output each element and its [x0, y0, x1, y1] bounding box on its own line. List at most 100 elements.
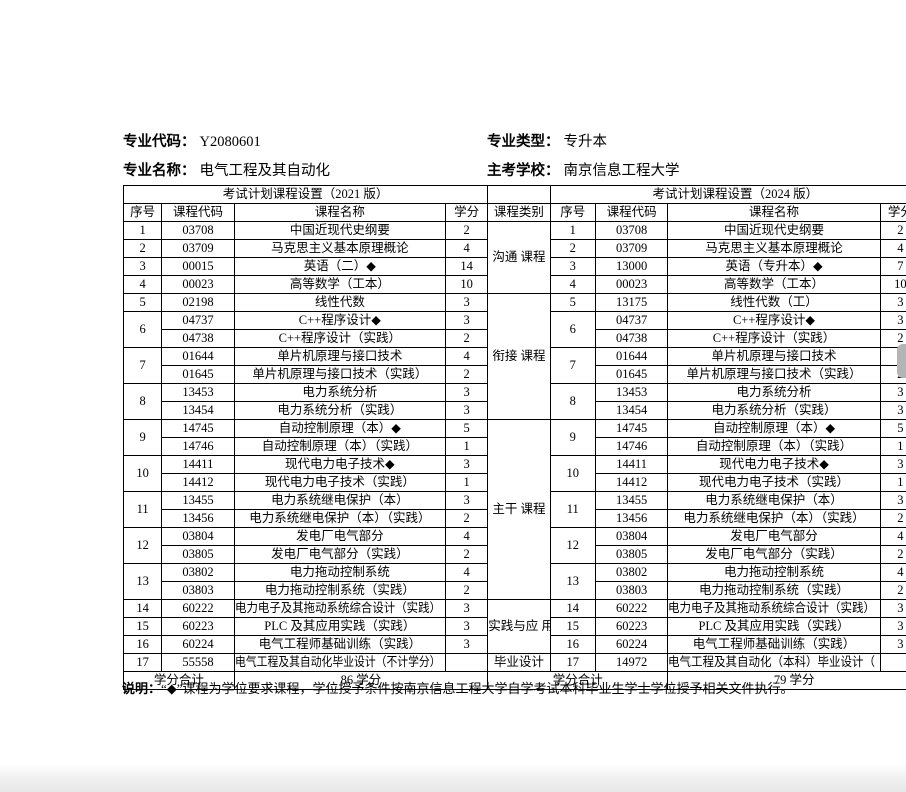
course-name-cell-right: 中国近现代史纲要 — [667, 221, 881, 240]
scrollbar-thumb[interactable] — [897, 344, 906, 378]
category-cell: 主干 课程 — [487, 419, 551, 600]
course-code-cell-right: 13456 — [594, 509, 669, 528]
total-value-left: 86 学分 — [233, 671, 489, 690]
seq-cell-right: 1 — [549, 221, 596, 240]
credit-cell-right: 3 — [879, 311, 906, 330]
course-name-cell-left: 现代电力电子技术（实践） — [233, 473, 446, 492]
credit-cell-right: 4 — [879, 527, 906, 546]
course-name-cell-right: 现代电力电子技术（实践） — [667, 473, 881, 492]
course-name-cell-right: 单片机原理与接口技术（实践） — [667, 365, 881, 384]
right-table-title: 考试计划课程设置（2024 版） — [549, 185, 906, 204]
course-name-cell-right: 自动控制原理（本）◆ — [667, 419, 881, 438]
course-name-cell-right: 马克思主义基本原理概论 — [667, 239, 881, 258]
major-type-field: 专业类型： 专升本 — [487, 130, 607, 151]
course-name-cell-left: 电气工程及其自动化毕业设计（不计学分） — [233, 653, 446, 672]
table-row: 12 03804 发电厂电气部分 4 12 03804 发电厂电气部分 4 — [122, 527, 906, 564]
table-row: 11 13455 电力系统继电保护（本） 3 11 13455 电力系统继电保护（本） 3 — [122, 491, 906, 528]
credit-cell-left: 4 — [444, 347, 489, 366]
course-name-cell-right: 自动控制原理（本）（实践） — [667, 437, 881, 456]
course-name-cell-right: PLC 及其应用实践（实践） — [667, 617, 881, 636]
credit-cell-right: 5 — [879, 419, 906, 438]
table-row: 9 14745 自动控制原理（本）◆ 5 主干 课程 9 14745 自动控制原理（本）◆ 5 — [122, 419, 906, 600]
course-code-cell-left: 13454 — [161, 401, 235, 420]
credit-cell-left: 2 — [444, 581, 489, 600]
credit-cell-left: 2 — [444, 365, 489, 384]
course-name-cell-left: 电气工程师基础训练（实践） — [233, 635, 446, 654]
seq-cell-right: 14 — [549, 599, 596, 618]
seq-cell-right: 16 — [549, 635, 596, 654]
course-code-cell-right: 03805 — [594, 545, 669, 564]
seq-cell-left: 15 — [122, 617, 163, 636]
course-name-cell-left: 高等数学（工本） — [233, 275, 446, 294]
credit-cell-left: 5 — [444, 419, 489, 438]
course-code-cell-right: 14411 — [594, 455, 669, 474]
course-code-cell-left: 04737 — [161, 311, 235, 330]
table-row: 2 03709 马克思主义基本原理概论 4 2 03709 马克思主义基本原理概论 4 — [122, 239, 906, 258]
seq-cell-right: 17 — [549, 653, 596, 672]
major-name-label: 专业名称： — [123, 163, 196, 179]
course-name-cell-left: 电力拖动控制系统（实践） — [233, 581, 446, 600]
credit-cell-right: 3 — [879, 401, 906, 420]
seq-cell-left: 10 — [122, 455, 163, 492]
course-code-cell-left: 03805 — [161, 545, 235, 564]
course-name-cell-right: 电力电子及其拖动系统综合设计（实践） — [667, 599, 881, 618]
seq-cell-left: 3 — [122, 257, 163, 276]
course-name-cell-left: 电力系统继电保护（本） — [233, 491, 446, 510]
course-code-cell-right: 03708 — [594, 221, 669, 240]
category-cell: 沟通 课程 — [487, 221, 551, 294]
credit-cell-left: 3 — [444, 455, 489, 474]
course-code-cell-left: 00023 — [161, 275, 235, 294]
course-name-cell-left: 电力电子及其拖动系统综合设计（实践） — [233, 599, 446, 618]
category-cell: 衔接 课程 — [487, 293, 551, 420]
seq-cell-left: 16 — [122, 635, 163, 654]
table-row: 13456 电力系统继电保护（本）（实践） 2 13456 电力系统继电保护（本）（实践… — [124, 509, 906, 528]
course-code-cell-right: 60222 — [594, 599, 669, 618]
course-code-cell-right: 13453 — [594, 383, 669, 402]
course-code-cell-left: 60222 — [161, 599, 235, 618]
table-row: 13 03802 电力拖动控制系统 4 13 03802 电力拖动控制系统 4 — [122, 563, 906, 600]
credit-cell-left: 4 — [444, 239, 489, 258]
course-code-cell-left: 02198 — [161, 293, 235, 312]
course-code-cell-left: 01644 — [161, 347, 235, 366]
seq-cell-left: 11 — [122, 491, 163, 528]
table-row: 16 60224 电气工程师基础训练（实践） 3 16 60224 电气工程师基础训练（实践… — [122, 635, 906, 654]
seq-cell-right: 10 — [549, 455, 596, 492]
credit-cell-left — [444, 653, 489, 672]
credit-cell-right: 2 — [879, 509, 906, 528]
seq-cell-left: 17 — [122, 653, 163, 672]
course-name-cell-left: 线性代数 — [233, 293, 446, 312]
col-header-credit-left: 学分 — [444, 203, 489, 222]
course-code-cell-left: 01645 — [161, 365, 235, 384]
course-name-cell-left: C++程序设计◆ — [233, 311, 446, 330]
col-header-code-right: 课程代码 — [594, 203, 669, 222]
course-name-cell-right: 高等数学（工本） — [667, 275, 881, 294]
seq-cell-left: 2 — [122, 239, 163, 258]
course-code-cell-right: 04738 — [594, 329, 669, 348]
course-code-cell-right: 14745 — [594, 419, 669, 438]
total-label-left: 学分合计 — [123, 671, 235, 690]
course-code-cell-right: 13455 — [594, 491, 669, 510]
course-plan-table: 考试计划课程设置（2021 版） 考试计划课程设置（2024 版） 序号 课程代… — [122, 185, 906, 690]
course-code-cell-right: 03804 — [594, 527, 669, 546]
course-code-cell-left: 13453 — [161, 383, 235, 402]
course-name-cell-left: 电力系统分析 — [233, 383, 446, 402]
credit-cell-right: 3 — [879, 491, 906, 510]
seq-cell-left: 14 — [122, 599, 163, 618]
course-code-cell-left: 60223 — [161, 617, 235, 636]
credit-cell-right: 1 — [879, 473, 906, 492]
course-code-cell-right: 14972 — [594, 653, 669, 672]
col-header-seq-left: 序号 — [122, 203, 163, 222]
table-row: 14746 自动控制原理（本）（实践） 1 14746 自动控制原理（本）（实践） 1 — [124, 437, 906, 456]
course-code-cell-right: 13454 — [594, 401, 669, 420]
course-name-cell-right: 电气工程师基础训练（实践） — [667, 635, 881, 654]
credit-cell-left: 2 — [444, 221, 489, 240]
credit-cell-right: 3 — [879, 617, 906, 636]
footnote: 说明：“◆”课程为学位要求课程，学位授予条件按南京信息工程大学自学考试本科毕业生… — [122, 678, 794, 697]
table-row: 17 55558 电气工程及其自动化毕业设计（不计学分） 毕业设计 17 14972 电气工… — [122, 653, 906, 672]
course-name-cell-right: 电气工程及其自动化（本科）毕业设计（ — [667, 653, 881, 672]
course-name-cell-left: 单片机原理与接口技术（实践） — [233, 365, 446, 384]
credit-cell-right: 4 — [879, 563, 906, 582]
course-code-cell-left: 03708 — [161, 221, 235, 240]
seq-cell-right: 6 — [549, 311, 596, 348]
host-school-field: 主考学校： 南京信息工程大学 — [487, 159, 680, 180]
